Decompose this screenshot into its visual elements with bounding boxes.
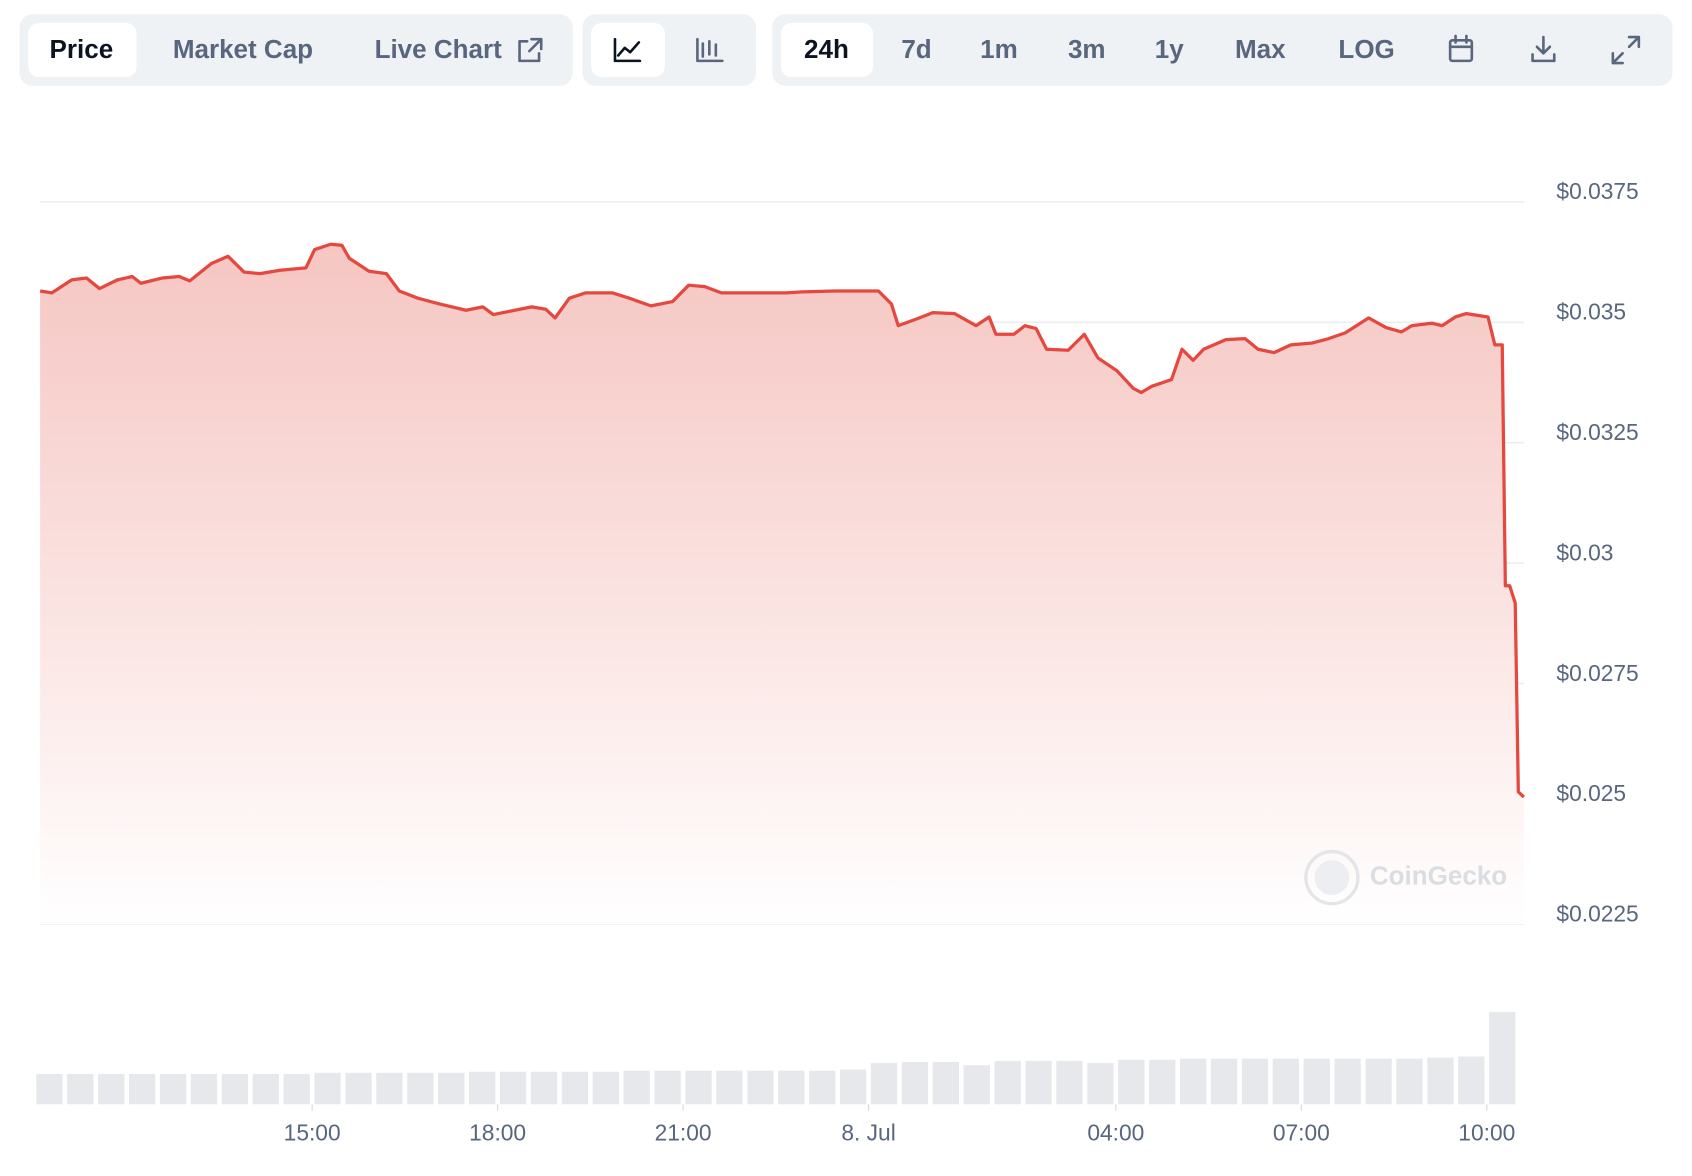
volume-bar — [778, 1070, 805, 1105]
x-tick-label: 15:00 — [284, 1120, 341, 1146]
volume-bar — [654, 1070, 681, 1105]
volume-bar — [499, 1071, 527, 1105]
volume-bar — [1365, 1058, 1392, 1105]
volume-bar — [1303, 1058, 1330, 1105]
range-button[interactable]: 24h — [804, 34, 849, 64]
volume-bar — [1396, 1058, 1423, 1105]
x-tick-label: 18:00 — [469, 1120, 526, 1146]
range-button[interactable]: 7d — [901, 34, 931, 64]
volume-bar — [1458, 1056, 1485, 1105]
log-button[interactable]: LOG — [1338, 34, 1394, 64]
x-tick-label: 04:00 — [1087, 1120, 1144, 1146]
volume-bar — [747, 1070, 774, 1105]
volume-bar — [314, 1072, 341, 1105]
volume-bar — [345, 1072, 372, 1105]
volume-bar — [1241, 1058, 1269, 1105]
x-tick-label: 8. Jul — [841, 1120, 895, 1146]
volume-bar — [994, 1060, 1021, 1105]
line-chart-icon[interactable] — [613, 37, 642, 63]
watermark-logo — [1314, 860, 1350, 895]
volume-bar — [809, 1070, 836, 1105]
price-line — [39, 242, 1526, 799]
volume-bar — [1179, 1058, 1207, 1105]
volume-bar — [1489, 1012, 1516, 1105]
range-button[interactable]: 1m — [980, 34, 1018, 64]
volume-bar — [283, 1073, 310, 1105]
watermark: CoinGecko — [1370, 860, 1507, 890]
volume-bar — [1056, 1060, 1083, 1105]
volume-bar — [1025, 1060, 1052, 1105]
volume-bar — [685, 1070, 712, 1105]
download-icon[interactable] — [1531, 35, 1556, 63]
volume-bar — [932, 1061, 959, 1105]
range-button[interactable]: 1y — [1155, 34, 1184, 64]
y-tick-label: $0.0225 — [1556, 901, 1638, 927]
volume-bar — [469, 1071, 496, 1105]
x-tick-label: 21:00 — [655, 1120, 712, 1146]
volume-bar — [1427, 1057, 1454, 1105]
volume-bar — [623, 1070, 650, 1105]
y-tick-label: $0.0325 — [1556, 419, 1638, 445]
range-group — [772, 14, 1673, 86]
volume-bar — [376, 1072, 403, 1105]
x-tick-label: 07:00 — [1273, 1120, 1330, 1146]
volume-bar — [870, 1063, 898, 1105]
tab-price[interactable]: Price — [50, 34, 114, 64]
tab-live-chart[interactable]: Live Chart — [375, 34, 503, 64]
tab-market-cap[interactable]: Market Cap — [173, 34, 313, 64]
watermark-logo — [1304, 849, 1360, 906]
volume-bar — [1272, 1058, 1300, 1105]
candle-chart-icon[interactable] — [696, 37, 724, 63]
volume-bar — [530, 1071, 558, 1105]
external-link-icon — [518, 37, 543, 63]
volume-bar — [839, 1069, 867, 1105]
volume-bar — [190, 1073, 218, 1105]
volume-bar — [129, 1073, 156, 1105]
volume-bar — [36, 1073, 63, 1105]
y-tick-label: $0.0275 — [1556, 660, 1638, 686]
volume-bar — [407, 1072, 434, 1105]
volume-bar — [561, 1071, 589, 1105]
active-tab — [28, 22, 137, 78]
volume-bar — [901, 1061, 929, 1105]
volume-bar — [592, 1071, 619, 1105]
area — [40, 244, 1524, 925]
range-button[interactable]: Max — [1235, 34, 1286, 64]
range-button[interactable]: 3m — [1068, 34, 1106, 64]
calendar-icon[interactable] — [1448, 34, 1474, 63]
volume-bar — [1334, 1058, 1361, 1105]
volume-bar — [438, 1072, 465, 1105]
volume-bar — [963, 1065, 990, 1105]
volume-bar — [252, 1073, 279, 1105]
volume-bar — [98, 1073, 125, 1105]
volume-bar — [67, 1073, 94, 1105]
volume-bar — [716, 1070, 743, 1105]
y-tick-label: $0.0375 — [1556, 178, 1638, 204]
volume-bar — [1149, 1059, 1176, 1105]
y-tick-label: $0.035 — [1556, 299, 1626, 325]
y-tick-label: $0.03 — [1556, 539, 1613, 565]
x-tick-label: 10:00 — [1458, 1120, 1515, 1146]
active-range — [780, 22, 874, 78]
volume-bar — [1087, 1063, 1114, 1105]
volume-bar — [1118, 1059, 1145, 1105]
tab-group — [19, 14, 573, 86]
volume-bar — [221, 1073, 249, 1105]
volume-bar — [1210, 1058, 1238, 1105]
y-tick-label: $0.025 — [1556, 780, 1626, 806]
volume-bar — [159, 1073, 187, 1105]
fullscreen-icon[interactable] — [1611, 35, 1641, 65]
